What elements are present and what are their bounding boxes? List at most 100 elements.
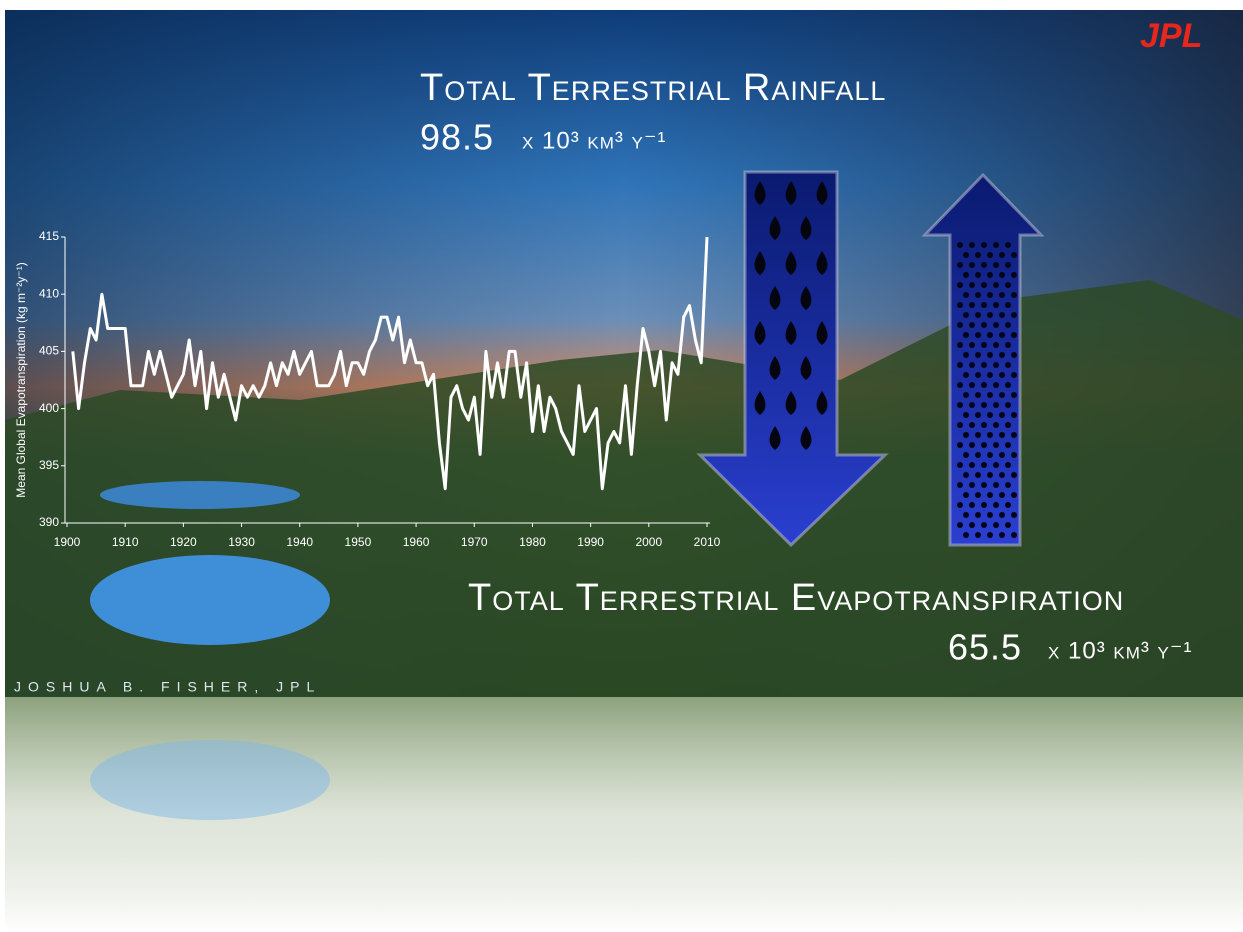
vapor-dot — [1005, 482, 1011, 488]
vapor-dot — [957, 242, 963, 248]
vapor-dot — [999, 432, 1005, 438]
vapor-dot — [957, 402, 963, 408]
vapor-dot — [975, 332, 981, 338]
vapor-dot — [993, 422, 999, 428]
vapor-dot — [1011, 472, 1017, 478]
vapor-dot — [981, 382, 987, 388]
vapor-dot — [999, 392, 1005, 398]
rain-drop — [800, 216, 812, 240]
x-tick-label: 1990 — [577, 535, 604, 549]
vapor-dot — [969, 402, 975, 408]
rain-arrow — [696, 170, 889, 548]
rain-drop — [800, 356, 812, 380]
vapor-dot — [975, 272, 981, 278]
y-tick-label: 415 — [39, 229, 59, 243]
vapor-dot — [1011, 332, 1017, 338]
vapor-dot — [963, 392, 969, 398]
vapor-dot — [957, 322, 963, 328]
rain-drop — [785, 181, 797, 205]
vapor-dot — [1011, 452, 1017, 458]
vapor-dot — [987, 372, 993, 378]
vapor-dot — [969, 302, 975, 308]
vapor-dot — [975, 392, 981, 398]
vapor-dot — [987, 352, 993, 358]
y-tick-label: 400 — [39, 401, 59, 415]
evapotranspiration-title: Total Terrestrial Evapotranspiration — [468, 577, 1124, 619]
vapor-dot — [993, 522, 999, 528]
vapor-dot — [981, 502, 987, 508]
vapor-dot — [981, 462, 987, 468]
vapor-dot — [987, 452, 993, 458]
vapor-dot — [1005, 362, 1011, 368]
vapor-dot — [1005, 402, 1011, 408]
rain-drop — [816, 391, 828, 415]
vapor-dot — [993, 262, 999, 268]
vapor-dot — [981, 442, 987, 448]
x-tick-label: 1960 — [403, 535, 430, 549]
logo: JPL — [1140, 17, 1202, 55]
vapor-dot — [975, 372, 981, 378]
vapor-dot — [999, 352, 1005, 358]
vapor-dot — [987, 272, 993, 278]
rain-drop — [785, 391, 797, 415]
vapor-dot — [987, 412, 993, 418]
rain-drop — [816, 321, 828, 345]
vapor-dot — [999, 452, 1005, 458]
rain-drop — [816, 181, 828, 205]
vapor-dot — [969, 482, 975, 488]
vapor-dot — [1005, 342, 1011, 348]
vapor-dot — [975, 292, 981, 298]
vapor-dot — [1005, 522, 1011, 528]
rain-drop — [769, 426, 781, 450]
vapor-dot — [957, 382, 963, 388]
vapor-dot — [999, 512, 1005, 518]
rain-drop — [800, 426, 812, 450]
vapor-dot — [969, 282, 975, 288]
vapor-dot — [981, 322, 987, 328]
vapor-dot — [999, 472, 1005, 478]
vapor-dot — [1005, 322, 1011, 328]
rain-drop — [769, 356, 781, 380]
rain-drop — [754, 321, 766, 345]
vapor-dot — [987, 512, 993, 518]
rain-drop — [754, 181, 766, 205]
vapor-dot — [1011, 272, 1017, 278]
vapor-dot — [981, 402, 987, 408]
vapor-dot — [975, 312, 981, 318]
vapor-dot — [993, 342, 999, 348]
vapor-dot — [993, 442, 999, 448]
vapor-dot — [975, 532, 981, 538]
vapor-dot — [999, 492, 1005, 498]
vapor-dot — [975, 252, 981, 258]
vapor-dot — [1011, 512, 1017, 518]
vapor-dot — [999, 332, 1005, 338]
vapor-dot — [1011, 372, 1017, 378]
vapor-dot — [963, 452, 969, 458]
vapor-dot — [963, 472, 969, 478]
x-tick-label: 1920 — [170, 535, 197, 549]
vapor-dot — [969, 322, 975, 328]
vapor-dot — [975, 452, 981, 458]
vapor-dot — [957, 282, 963, 288]
vapor-dot — [981, 422, 987, 428]
vapor-dot — [981, 262, 987, 268]
vapor-dot — [975, 352, 981, 358]
vapor-dot — [993, 462, 999, 468]
vapor-dot — [963, 492, 969, 498]
x-tick-label: 1900 — [54, 535, 81, 549]
vapor-dot — [975, 412, 981, 418]
vapor-dot — [963, 292, 969, 298]
y-tick-label: 410 — [39, 286, 59, 300]
vapor-dot — [1005, 262, 1011, 268]
vapor-dot — [981, 302, 987, 308]
vapor-dot — [963, 432, 969, 438]
vapor-dot — [957, 422, 963, 428]
rain-drop — [754, 251, 766, 275]
rain-drop — [800, 286, 812, 310]
vapor-dot — [957, 502, 963, 508]
vapor-dot — [1011, 432, 1017, 438]
lake — [100, 481, 300, 509]
vapor-dot — [1005, 462, 1011, 468]
vapor-dot — [969, 242, 975, 248]
vapor-dot — [957, 482, 963, 488]
